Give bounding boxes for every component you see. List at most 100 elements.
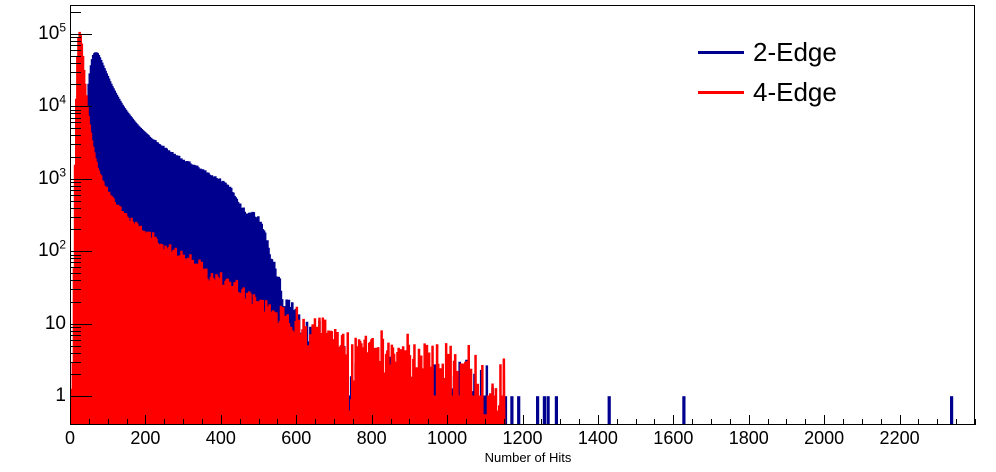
y-tick-major — [70, 251, 92, 253]
x-tick-minor — [767, 419, 769, 425]
x-tick-minor — [315, 419, 317, 425]
y-tick-minor — [70, 182, 81, 184]
y-tick-minor — [70, 156, 81, 158]
y-tick-minor — [70, 109, 81, 111]
x-tick-label: 800 — [356, 428, 387, 448]
y-tick-label: 104 — [38, 92, 66, 117]
x-tick-major — [748, 415, 750, 425]
x-tick-minor — [635, 419, 637, 425]
x-tick-minor — [107, 419, 109, 425]
y-tick-minor — [70, 267, 81, 269]
x-tick-label: 1800 — [728, 428, 769, 448]
x-tick-minor — [937, 419, 939, 425]
y-tick-minor — [70, 334, 81, 336]
x-tick-minor — [164, 419, 166, 425]
legend-label-2-edge: 2-Edge — [753, 37, 837, 67]
y-tick-minor — [70, 301, 81, 303]
series-4-edge — [70, 31, 506, 425]
legend-swatch-4-edge — [698, 90, 744, 94]
y-tick-major — [70, 396, 92, 398]
y-tick-minor — [70, 280, 81, 282]
x-tick-minor — [183, 419, 185, 425]
y-tick-minor — [70, 345, 81, 347]
y-tick-minor — [70, 71, 81, 73]
legend-swatch-2-edge — [698, 50, 744, 54]
x-tick-minor — [88, 419, 90, 425]
x-tick-label: 1600 — [653, 428, 694, 448]
series-spike — [546, 396, 550, 425]
x-tick-label: 200 — [130, 428, 161, 448]
y-tick-minor — [70, 12, 81, 14]
x-tick-major — [296, 415, 298, 425]
x-tick-major — [824, 415, 826, 425]
series-spike — [542, 396, 546, 425]
x-tick-minor — [541, 419, 543, 425]
y-tick-minor — [70, 374, 81, 376]
series-spike — [510, 396, 514, 425]
x-tick-minor — [409, 419, 411, 425]
y-tick-minor — [70, 258, 81, 260]
x-tick-minor — [579, 419, 581, 425]
series-spike — [554, 396, 558, 425]
legend-item-0[interactable]: 2-Edge — [698, 32, 928, 72]
y-tick-minor — [70, 37, 81, 39]
x-tick-minor — [484, 419, 486, 425]
x-tick-minor — [880, 419, 882, 425]
x-tick-minor — [201, 419, 203, 425]
x-tick-label: 1000 — [427, 428, 468, 448]
y-tick-major — [70, 323, 92, 325]
series-spike — [517, 396, 521, 425]
x-tick-minor — [729, 419, 731, 425]
series-spike — [536, 396, 540, 425]
x-tick-major — [597, 415, 599, 425]
x-tick-minor — [352, 419, 354, 425]
y-tick-minor — [70, 254, 81, 256]
x-tick-minor — [975, 419, 976, 425]
x-tick-minor — [503, 419, 505, 425]
x-tick-major — [145, 415, 147, 425]
y-tick-minor — [70, 55, 81, 57]
y-tick-minor — [70, 262, 81, 264]
x-tick-minor — [428, 419, 430, 425]
y-tick-minor — [70, 189, 81, 191]
y-tick-minor — [70, 62, 81, 64]
y-tick-label: 10 — [44, 312, 66, 334]
y-tick-minor — [70, 229, 81, 231]
y-tick-minor — [70, 273, 81, 275]
y-tick-minor — [70, 135, 81, 137]
x-tick-minor — [277, 419, 279, 425]
x-tick-minor — [126, 419, 128, 425]
y-tick-minor — [70, 352, 81, 354]
legend: 2-Edge 4-Edge — [698, 32, 928, 112]
x-tick-minor — [258, 419, 260, 425]
x-axis-tick-labels: 0 200 400 600 800 1000 1200 1400 1600 1800 2000 220… — [65, 428, 975, 454]
y-tick-major — [70, 106, 92, 108]
x-tick-minor — [333, 419, 335, 425]
x-tick-major — [371, 415, 373, 425]
y-tick-minor — [70, 216, 81, 218]
x-tick-label: 1200 — [502, 428, 543, 448]
x-tick-minor — [390, 419, 392, 425]
data-series-svg — [70, 31, 954, 425]
x-tick-major — [522, 415, 524, 425]
y-tick-minor — [70, 122, 81, 124]
x-tick-label: 2000 — [804, 428, 845, 448]
y-tick-minor — [70, 84, 81, 86]
series-spike — [950, 396, 954, 425]
x-tick-label: 1400 — [577, 428, 618, 448]
legend-label-4-edge: 4-Edge — [753, 77, 837, 107]
series-canvas — [70, 5, 975, 425]
y-tick-minor — [70, 144, 81, 146]
x-tick-label: 2200 — [879, 428, 920, 448]
legend-item-1[interactable]: 4-Edge — [698, 72, 928, 112]
x-tick-minor — [861, 419, 863, 425]
x-axis-title-text: Number of Hits — [484, 450, 572, 465]
y-tick-minor — [70, 200, 81, 202]
x-tick-minor — [560, 419, 562, 425]
y-tick-minor — [70, 185, 81, 187]
y-tick-label: 103 — [38, 165, 66, 189]
x-tick-minor — [239, 419, 241, 425]
x-axis-title: Number of Hits — [0, 450, 996, 465]
x-tick-minor — [918, 419, 920, 425]
x-tick-minor — [692, 419, 694, 425]
